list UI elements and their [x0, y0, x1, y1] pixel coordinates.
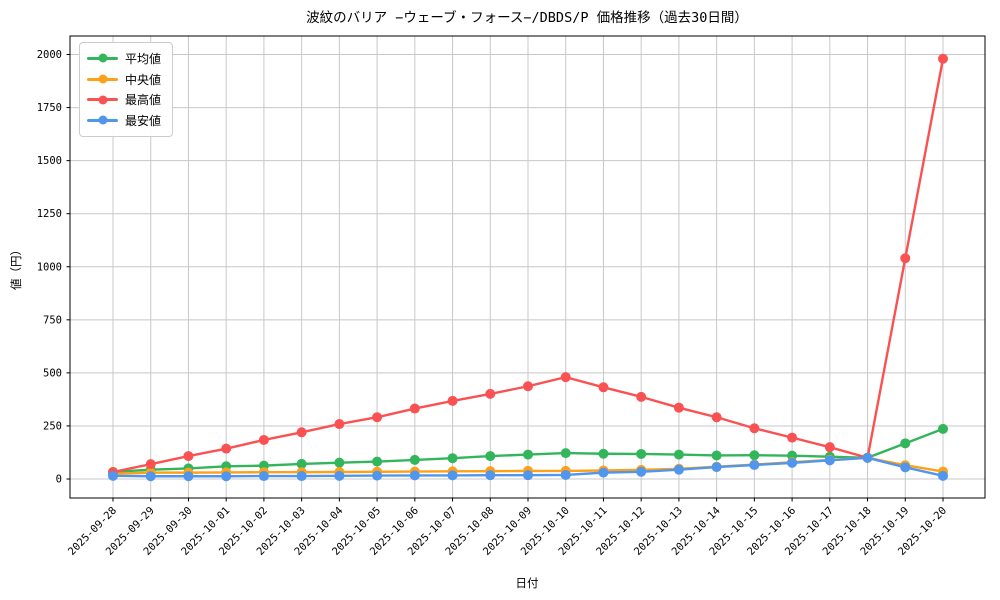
legend-label: 平均値 — [125, 51, 162, 66]
legend-item-最高値: 最高値 — [87, 89, 161, 110]
series-layer — [108, 53, 948, 482]
series-point-平均値 — [749, 450, 760, 461]
series-point-最高値 — [372, 412, 383, 423]
series-point-最安値 — [824, 455, 835, 466]
legend-swatch-icon — [87, 74, 118, 84]
y-tick-label: 1250 — [37, 208, 62, 220]
series-point-平均値 — [372, 456, 383, 467]
series-point-最高値 — [334, 419, 345, 430]
y-tick-label: 1750 — [37, 102, 62, 114]
series-point-最高値 — [409, 403, 420, 414]
series-point-最安値 — [108, 470, 118, 481]
series-point-最安値 — [636, 466, 647, 477]
series-point-最安値 — [485, 470, 496, 481]
series-point-平均値 — [673, 449, 684, 460]
series-point-最安値 — [334, 470, 345, 481]
y-tick-label: 1500 — [37, 155, 62, 167]
series-point-最高値 — [824, 442, 835, 453]
legend-dot-icon — [98, 95, 107, 105]
series-point-最高値 — [258, 434, 269, 445]
series-point-最高値 — [560, 372, 571, 383]
legend-item-最安値: 最安値 — [87, 110, 161, 131]
legend-item-平均値: 平均値 — [87, 48, 161, 69]
series-point-最安値 — [296, 471, 307, 482]
series-point-最高値 — [900, 253, 911, 264]
y-tick-label: 1000 — [37, 261, 62, 273]
series-point-平均値 — [523, 449, 533, 460]
legend-dot-icon — [98, 53, 107, 63]
series-point-最高値 — [598, 382, 609, 393]
series-point-平均値 — [598, 448, 609, 459]
series-point-最安値 — [862, 452, 873, 463]
series-point-最安値 — [749, 459, 760, 470]
series-point-平均値 — [409, 454, 420, 465]
series-point-最高値 — [183, 451, 194, 462]
series-point-最高値 — [787, 432, 798, 443]
series-point-最安値 — [145, 471, 156, 482]
series-point-最安値 — [938, 470, 948, 481]
series-point-最高値 — [749, 423, 760, 434]
legend-swatch-icon — [87, 115, 118, 125]
series-point-最安値 — [258, 471, 269, 482]
y-tick-label: 0 — [56, 474, 62, 486]
series-point-最安値 — [523, 470, 533, 481]
series-point-平均値 — [636, 448, 647, 459]
series-point-平均値 — [334, 457, 345, 468]
grid-layer — [70, 36, 985, 498]
legend-label: 中央値 — [125, 72, 162, 87]
series-point-最安値 — [221, 471, 232, 482]
legend-swatch-icon — [87, 95, 118, 105]
chart-title: 波紋のバリア −ウェーブ・フォース−/DBDS/P 価格推移（過去30日間） — [306, 9, 748, 26]
y-tick-label: 750 — [43, 314, 62, 326]
series-point-最高値 — [636, 391, 647, 402]
series-point-最高値 — [938, 53, 948, 64]
series-point-最高値 — [673, 402, 684, 413]
series-point-最高値 — [145, 459, 156, 470]
series-point-平均値 — [711, 450, 722, 461]
x-axis-label: 日付 — [516, 576, 539, 590]
series-point-平均値 — [485, 451, 496, 462]
y-tick-label: 250 — [43, 420, 62, 432]
series-point-最高値 — [221, 443, 232, 454]
y-tick-label: 2000 — [37, 49, 62, 61]
series-point-最安値 — [900, 462, 911, 473]
series-point-最高値 — [485, 388, 496, 399]
series-point-平均値 — [447, 453, 458, 464]
series-point-最安値 — [673, 464, 684, 475]
series-point-平均値 — [560, 448, 571, 459]
legend-item-中央値: 中央値 — [87, 69, 161, 90]
series-point-平均値 — [938, 423, 948, 434]
series-point-最安値 — [787, 457, 798, 468]
series-point-最高値 — [447, 395, 458, 406]
series-point-最安値 — [560, 469, 571, 480]
y-tick-label: 500 — [43, 367, 62, 379]
series-point-最安値 — [409, 470, 420, 481]
chart-legend: 平均値中央値最高値最安値 — [79, 42, 174, 137]
series-point-最安値 — [183, 471, 194, 482]
series-point-最高値 — [523, 381, 533, 392]
tick-layer: 2025-09-282025-09-292025-09-302025-10-01… — [37, 49, 949, 558]
series-point-最安値 — [711, 462, 722, 473]
legend-dot-icon — [98, 115, 107, 125]
series-point-最安値 — [447, 470, 458, 481]
series-point-最高値 — [711, 412, 722, 423]
legend-swatch-icon — [87, 53, 118, 63]
series-point-最高値 — [296, 427, 307, 438]
series-point-平均値 — [296, 458, 307, 469]
y-axis-label: 値（円） — [9, 244, 23, 290]
series-point-平均値 — [900, 438, 911, 449]
series-point-最安値 — [598, 467, 609, 478]
legend-dot-icon — [98, 74, 107, 84]
legend-label: 最高値 — [125, 93, 162, 108]
legend-label: 最安値 — [125, 113, 162, 128]
series-point-最安値 — [372, 470, 383, 481]
